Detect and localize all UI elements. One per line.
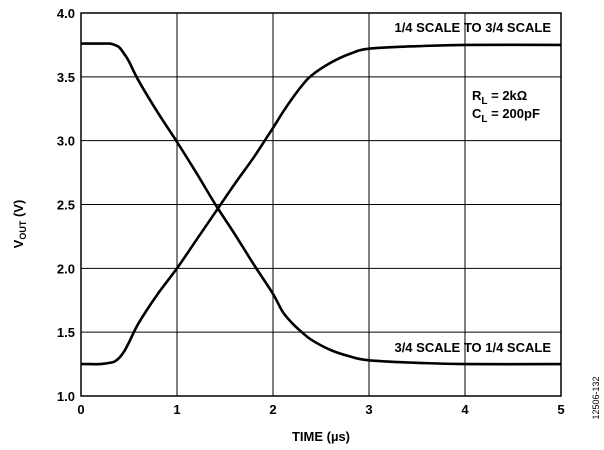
y-axis-label: VOUT (V) bbox=[11, 200, 28, 249]
annotation-cl-value: = 200pF bbox=[488, 106, 540, 121]
tick-labels: 0 1 2 3 4 5 1.0 1.5 2.0 2.5 3.0 3.5 4.0 bbox=[57, 6, 565, 417]
y-tick-label: 2.5 bbox=[57, 198, 75, 213]
x-tick-label: 3 bbox=[365, 402, 372, 417]
annotation-rl-value: = 2kΩ bbox=[488, 88, 528, 103]
x-tick-label: 4 bbox=[461, 402, 469, 417]
grid bbox=[81, 13, 561, 396]
x-tick-label: 2 bbox=[269, 402, 276, 417]
series-label-1: 1/4 SCALE TO 3/4 SCALE bbox=[394, 20, 551, 35]
annotation-rl-subscript: L bbox=[481, 96, 487, 107]
y-tick-label: 3.0 bbox=[57, 134, 75, 149]
y-axis-label-main: V bbox=[11, 239, 26, 248]
series-label-2: 3/4 SCALE TO 1/4 SCALE bbox=[394, 340, 551, 355]
series-group bbox=[80, 42, 562, 366]
x-tick-label: 5 bbox=[557, 402, 564, 417]
plot-frame bbox=[80, 12, 562, 397]
y-axis-label-unit: (V) bbox=[11, 200, 26, 221]
y-tick-label: 2.0 bbox=[57, 261, 75, 276]
annotation-cl-subscript: L bbox=[481, 114, 487, 125]
figure-id: 12506-132 bbox=[591, 376, 601, 419]
annotation-rl-symbol: R bbox=[472, 88, 482, 103]
y-tick-label: 3.5 bbox=[57, 70, 75, 85]
x-tick-label: 1 bbox=[173, 402, 180, 417]
x-axis-label: TIME (µs) bbox=[292, 429, 350, 444]
y-tick-label: 1.5 bbox=[57, 325, 75, 340]
annotation-cl: CL = 200pF bbox=[472, 106, 540, 125]
y-axis-label-subscript: OUT bbox=[18, 220, 28, 240]
y-tick-label: 4.0 bbox=[57, 6, 75, 21]
annotation-rl: RL = 2kΩ bbox=[472, 88, 527, 107]
y-tick-label: 1.0 bbox=[57, 389, 75, 404]
annotation-cl-symbol: C bbox=[472, 106, 482, 121]
series-line-1 bbox=[81, 43, 562, 366]
series-line-2 bbox=[80, 42, 562, 366]
x-tick-label: 0 bbox=[77, 402, 84, 417]
